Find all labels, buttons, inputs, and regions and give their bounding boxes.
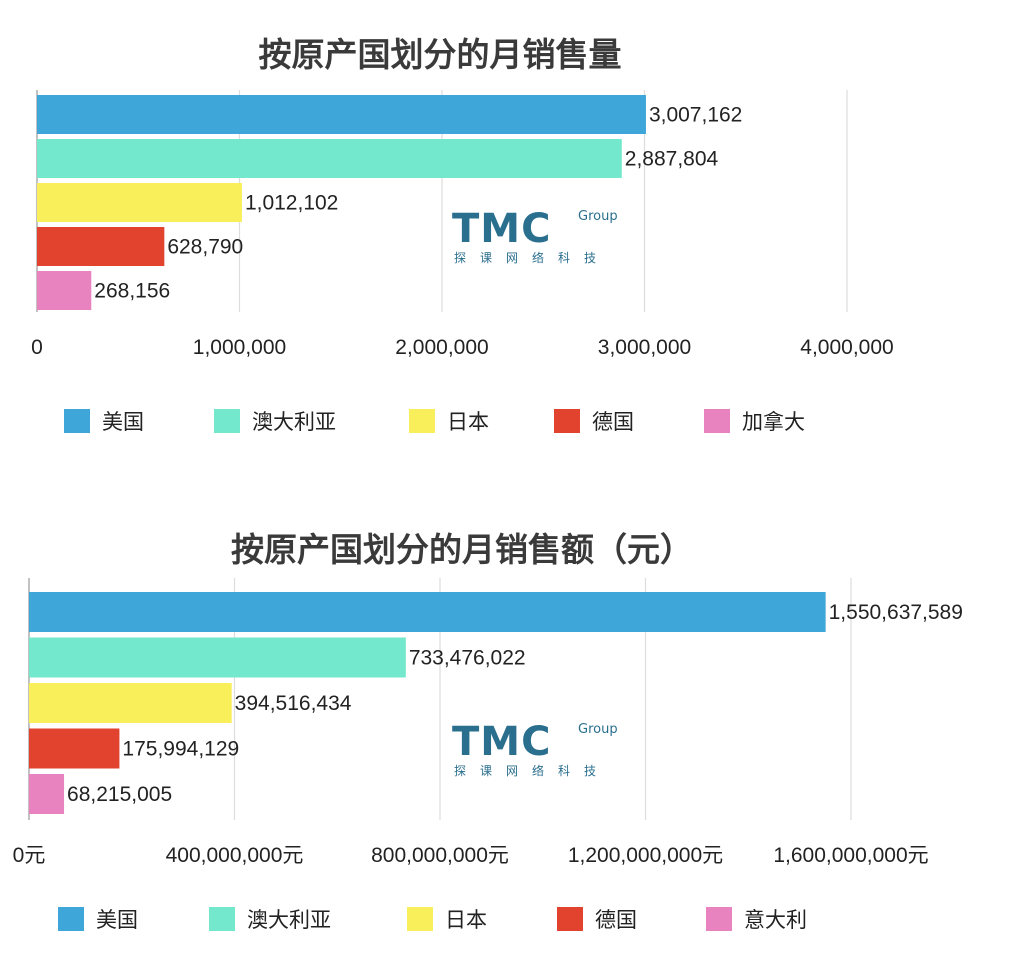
chart-1: 按原产国划分的月销售量 TMC Group 探课网络科技 3,007,162 2,… [31,35,894,434]
x-tick-label: 3,000,000 [598,336,691,359]
legend-swatch [704,409,730,433]
bar-2 [29,637,406,678]
bar-5 [29,774,65,814]
bar-4 [37,227,165,266]
data-label-3: 394,516,434 [235,692,352,715]
legend-swatch [706,907,732,931]
bar-4 [29,728,120,769]
legend-swatch [214,409,240,433]
bar-1 [29,592,826,632]
watermark-group-text: Group [578,209,618,224]
legend-label: 德国 [592,410,634,434]
chart-1-watermark: TMC Group 探课网络科技 [452,206,618,265]
watermark-logo-text: TMC [452,719,551,765]
chart-2-x-axis-ticks: 0元 400,000,000元 800,000,000元 1,200,000,000元… [13,844,929,867]
legend-swatch [557,907,583,931]
legend-swatch [64,409,90,433]
x-tick-label: 1,000,000 [193,336,286,359]
legend-swatch [409,409,435,433]
chart-1-title: 按原产国划分的月销售量 [259,35,622,74]
legend-label: 日本 [447,410,489,434]
x-tick-label: 0元 [13,844,46,867]
data-label-1: 3,007,162 [649,104,742,127]
data-label-2: 733,476,022 [409,647,526,670]
legend-label: 澳大利亚 [252,410,336,434]
chart-2-watermark: TMC Group 探课网络科技 [452,719,618,778]
chart-1-legend: 美国 澳大利亚 日本 德国 加拿大 [64,409,805,434]
data-label-4: 175,994,129 [122,738,239,761]
x-tick-label: 800,000,000元 [371,844,509,867]
x-tick-label: 400,000,000元 [166,844,304,867]
data-label-5: 68,215,005 [67,783,172,806]
x-tick-label: 1,200,000,000元 [568,844,723,867]
bar-5 [37,271,92,310]
chart-2-data-labels: 1,550,637,589 733,476,022 394,516,434 175,9… [67,601,963,806]
chart-1-x-axis-ticks: 0 1,000,000 2,000,000 3,000,000 4,000,000 [31,336,894,359]
chart-1-bars [37,95,646,310]
x-tick-label: 0 [31,336,43,359]
watermark-group-text: Group [578,722,618,737]
bar-3 [29,683,232,723]
legend-label: 加拿大 [742,410,805,434]
data-label-4: 628,790 [167,236,243,259]
legend-label: 美国 [96,908,138,932]
x-tick-label: 1,600,000,000元 [773,844,928,867]
legend-swatch [58,907,84,931]
legend-label: 日本 [445,908,487,932]
chart-2-title: 按原产国划分的月销售额（元） [231,530,693,569]
legend-swatch [554,409,580,433]
legend-swatch [407,907,433,931]
legend-label: 美国 [102,410,144,434]
chart-2-bars [29,592,826,814]
data-label-5: 268,156 [94,280,170,303]
watermark-sub-text: 探课网络科技 [454,250,610,265]
data-label-2: 2,887,804 [625,148,719,171]
data-label-3: 1,012,102 [245,192,338,215]
legend-label: 德国 [595,908,637,932]
watermark-sub-text: 探课网络科技 [454,763,610,778]
legend-swatch [209,907,235,931]
bar-1 [37,95,646,134]
legend-label: 意大利 [744,908,807,932]
data-label-1: 1,550,637,589 [829,601,963,624]
chart-2: 按原产国划分的月销售额（元） TMC Group 探课网络科技 1,550,63… [13,530,963,932]
bar-3 [37,183,242,222]
watermark-logo-text: TMC [452,206,551,252]
x-tick-label: 2,000,000 [395,336,488,359]
bar-2 [37,139,622,178]
chart-2-legend: 美国 澳大利亚 日本 德国 意大利 [58,907,807,932]
legend-label: 澳大利亚 [247,908,331,932]
x-tick-label: 4,000,000 [800,336,893,359]
